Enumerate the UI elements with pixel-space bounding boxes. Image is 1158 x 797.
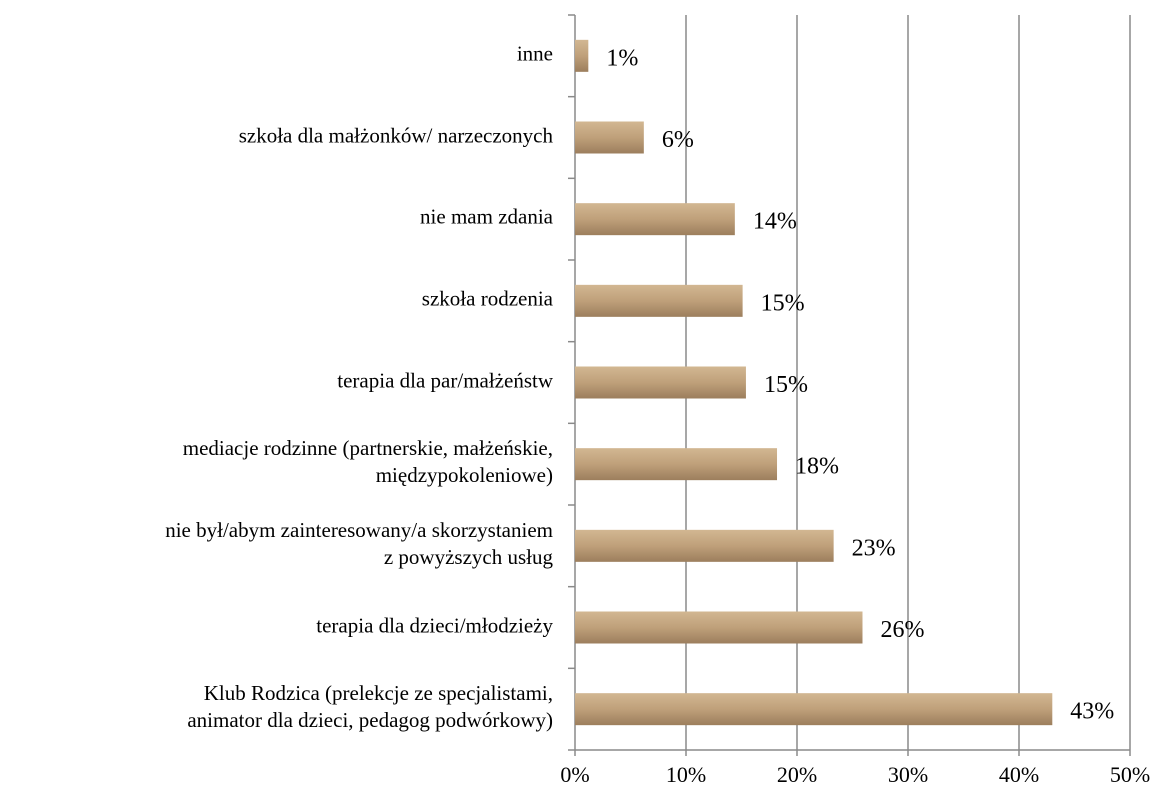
bar: [575, 611, 863, 644]
x-tick-label: 10%: [666, 762, 706, 787]
bar: [575, 121, 644, 154]
value-label: 1%: [606, 45, 638, 71]
category-label: terapia dla par/małżeństw: [337, 368, 553, 392]
bar: [575, 39, 589, 72]
category-label: nie był/abym zainteresowany/a skorzystan…: [165, 517, 553, 569]
x-tick-label: 30%: [888, 762, 928, 787]
x-tick-label: 20%: [777, 762, 817, 787]
x-tick-label: 0%: [560, 762, 589, 787]
bar: [575, 448, 778, 481]
value-label: 18%: [795, 454, 839, 480]
category-label: mediacje rodzinne (partnerskie, małżeńsk…: [182, 436, 553, 488]
category-label: szkoła rodzenia: [421, 286, 553, 311]
value-label: 43%: [1070, 699, 1114, 725]
value-label: 6%: [662, 127, 694, 153]
bar: [575, 284, 743, 317]
category-label: szkoła dla małżonków/ narzeczonych: [238, 123, 553, 147]
category-label: Klub Rodzica (prelekcje ze specjalistami…: [187, 681, 553, 733]
value-label: 23%: [852, 535, 896, 561]
bar: [575, 203, 735, 236]
value-label: 26%: [880, 617, 924, 643]
category-label: inne: [516, 41, 553, 66]
bar: [575, 529, 834, 562]
bar: [575, 366, 746, 399]
x-tick-label: 50%: [1110, 762, 1150, 787]
category-label: terapia dla dzieci/młodzieży: [316, 613, 553, 637]
category-label: nie mam zdania: [420, 204, 553, 229]
value-label: 15%: [761, 290, 805, 316]
value-label: 14%: [753, 209, 797, 235]
bar: [575, 693, 1053, 726]
x-tick-label: 40%: [999, 762, 1039, 787]
value-label: 15%: [764, 372, 808, 398]
